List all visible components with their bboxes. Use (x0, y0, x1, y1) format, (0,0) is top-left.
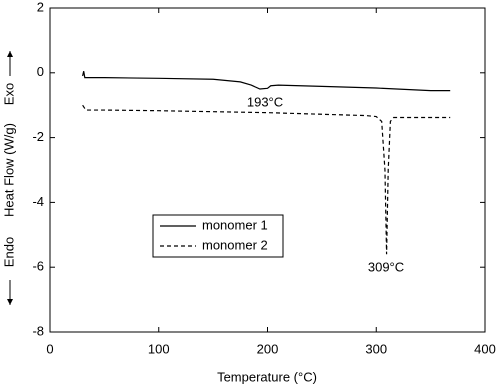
y-tick-label: 2 (37, 0, 44, 14)
x-axis-label: Temperature (°C) (217, 369, 317, 384)
endo-arrowhead (7, 299, 13, 305)
endo-label: Endo (1, 237, 16, 267)
y-tick-label: -4 (32, 194, 44, 209)
x-tick-label: 300 (365, 341, 387, 356)
exo-label: Exo (1, 83, 16, 105)
legend-label: monomer 1 (202, 217, 268, 232)
y-tick-label: 0 (37, 64, 44, 79)
y-tick-label: -2 (32, 129, 44, 144)
y-tick-label: -6 (32, 259, 44, 274)
legend-label: monomer 2 (202, 237, 268, 252)
x-tick-label: 200 (257, 341, 279, 356)
legend-box (152, 214, 284, 258)
y-axis-label-group: Heat Flow (W/g) Endo Exo (1, 51, 16, 305)
plot-frame (49, 7, 486, 333)
data-line (82, 71, 451, 92)
exo-arrowhead (7, 51, 13, 57)
y-tick-label: -8 (32, 323, 44, 338)
x-tick-label: 0 (46, 341, 53, 356)
x-tick-label: 100 (148, 341, 170, 356)
peak-annotation: 309°C (368, 259, 404, 274)
x-tick-label: 400 (474, 341, 496, 356)
y-axis-label: Heat Flow (W/g) (1, 123, 16, 217)
peak-annotation: 193°C (247, 94, 283, 109)
data-line (82, 104, 451, 255)
